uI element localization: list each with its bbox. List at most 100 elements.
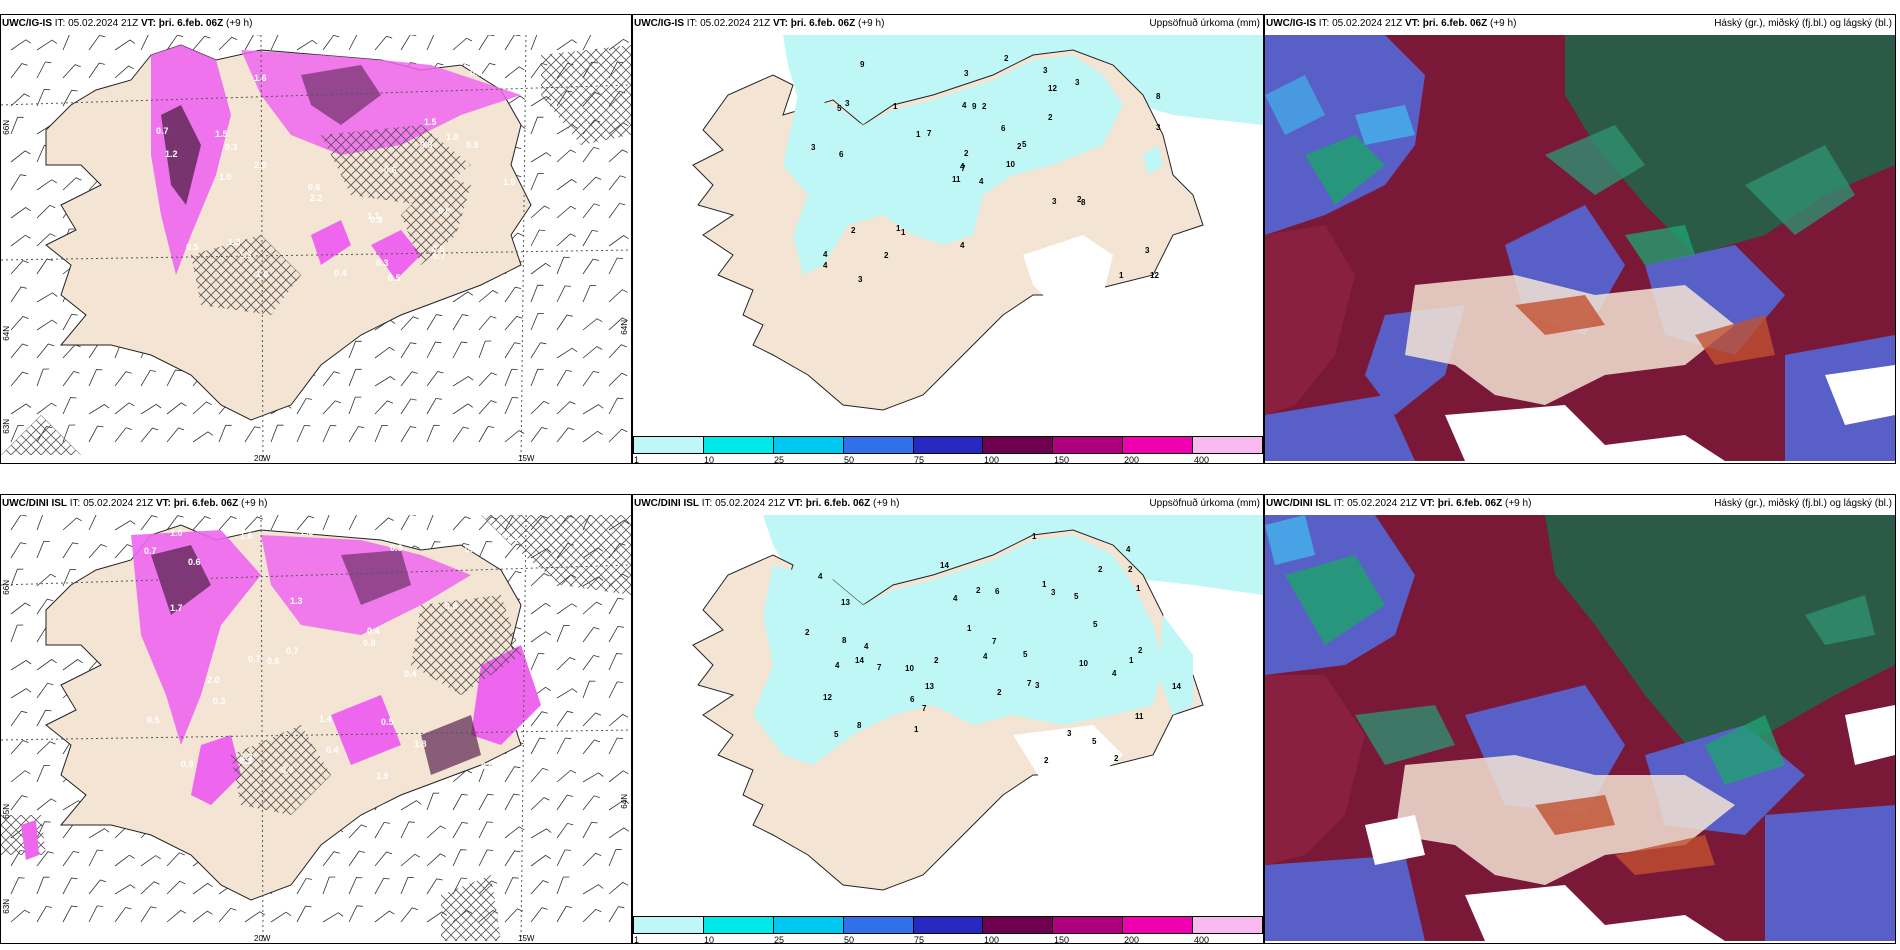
snow-depth-label: 1.0 — [446, 132, 459, 142]
precip-amount-label: 2 — [1098, 565, 1103, 574]
wind-barb — [426, 424, 440, 443]
wind-barb — [608, 597, 624, 615]
panel-header: UWC/IG-IS IT: 05.02.2024 21Z VT: þri. 6.… — [2, 18, 253, 29]
wind-barb — [88, 369, 103, 387]
colorbar-segment — [1053, 917, 1124, 933]
wind-barb — [374, 424, 388, 443]
wind-barb — [504, 315, 523, 331]
precip-amount-label: 2 — [1138, 646, 1143, 655]
precip-amount-label: 6 — [1001, 124, 1006, 133]
precip-amount-label: 4 — [962, 101, 967, 110]
wind-barb — [582, 852, 602, 867]
wind-barb — [530, 427, 548, 443]
colorbar-tick-label: 10 — [704, 935, 715, 945]
colorbar-tick-label: 50 — [844, 935, 855, 945]
snow-depth-label: 0.9 — [466, 140, 479, 150]
snow-depth-label: 0.8 — [420, 140, 433, 150]
wind-barb — [582, 772, 604, 783]
wind-barb — [608, 770, 629, 783]
wind-barb — [218, 36, 238, 51]
wind-barb — [426, 397, 442, 415]
wind-barb — [504, 368, 518, 387]
wind-barb — [608, 149, 628, 163]
snow-depth-label: 0.7 — [248, 654, 261, 664]
wind-barb — [530, 631, 551, 643]
panel-header: UWC/DINI ISL IT: 05.02.2024 21Z VT: þri.… — [634, 498, 900, 509]
colorbar-segment — [983, 437, 1054, 453]
wind-barb — [452, 849, 467, 867]
wind-barb — [88, 62, 105, 79]
wind-barb — [62, 177, 82, 191]
snow-depth-label: 0.5 — [381, 717, 394, 727]
wind-barb — [10, 286, 27, 303]
snow-depth-label: 0.5 — [432, 244, 445, 254]
wind-barb — [478, 315, 497, 331]
wind-barb — [296, 425, 311, 443]
wind-barb — [10, 877, 25, 895]
wind-barb — [582, 430, 603, 443]
wind-barb — [36, 798, 57, 811]
wind-barb — [582, 404, 604, 415]
wind-barb — [322, 515, 330, 531]
wind-barb — [582, 712, 602, 727]
wind-barb — [530, 737, 546, 755]
snow-depth-label: 1.2 — [165, 149, 178, 159]
wind-barb — [426, 515, 434, 531]
precip-colorbar-labels: 1 10 25 50 75 100 150 200 400 — [633, 455, 1263, 467]
precip-amount-label: 1 — [916, 130, 921, 139]
wind-barb — [582, 654, 600, 671]
wind-barb — [556, 347, 578, 359]
precip-amount-label: 13 — [841, 598, 850, 607]
wind-barb — [10, 93, 30, 107]
panel-title: Háský (gr.), miðský (fj.bl.) og lágský (… — [1714, 18, 1892, 29]
precip-amount-label: 5 — [834, 730, 839, 739]
wind-barb — [10, 234, 31, 247]
snow-depth-label: 0.6 — [267, 656, 280, 666]
precip-amount-label: 1 — [901, 228, 906, 237]
snow-depth-label: 0.5 — [281, 765, 294, 775]
wind-barb — [426, 341, 442, 359]
wind-barb — [296, 398, 313, 415]
colorbar-tick-label: 25 — [774, 455, 785, 465]
colorbar-tick-label: 200 — [1124, 455, 1140, 465]
precip-amount-label: 1 — [914, 725, 919, 734]
precip-amount-label: 3 — [1043, 66, 1048, 75]
wind-barb — [114, 39, 136, 51]
wind-barb — [608, 289, 628, 303]
wind-barb — [530, 205, 550, 219]
panel-title: Háský (gr.), miðský (fj.bl.) og lágský (… — [1714, 498, 1892, 509]
wind-barb — [452, 341, 468, 359]
precip-amount-label: 5 — [1093, 620, 1098, 629]
wind-barb — [36, 573, 57, 587]
wind-barb — [140, 515, 158, 531]
precip-amount-label: 4 — [979, 177, 984, 186]
wind-barb — [166, 880, 186, 895]
wind-barb — [374, 400, 394, 415]
precip-amount-label: 8 — [842, 636, 847, 645]
wind-barb — [88, 905, 104, 923]
snow-map: 0.5 1.9 2.3 1.8 1.6 0.6 0.7 0.9 2.5 1.3 0.5 0.4 0.7 1… — [1, 515, 631, 941]
wind-barb — [374, 821, 391, 839]
wind-barb — [166, 909, 187, 923]
wind-barb — [114, 65, 134, 79]
snow-depth-label: 1.5 — [424, 117, 437, 127]
wind-barb — [582, 346, 603, 359]
wind-barb — [192, 882, 213, 895]
precip-amount-label: 1 — [1119, 271, 1124, 280]
wind-barb — [608, 202, 626, 219]
precip-amount-label: 7 — [877, 663, 882, 672]
wind-barb — [348, 905, 363, 923]
wind-barb — [348, 824, 367, 839]
wind-barb — [556, 233, 576, 247]
wind-barb — [478, 340, 492, 359]
wind-barb — [62, 371, 80, 387]
wind-barb — [556, 603, 578, 615]
snow-depth-label: 1.3 — [228, 237, 241, 247]
wind-barb — [504, 342, 521, 359]
wind-barb — [582, 35, 598, 51]
wind-barb — [556, 657, 576, 671]
snow-depth-label: 1.5 — [215, 129, 228, 139]
wind-barb — [556, 876, 570, 895]
colorbar-segment — [913, 917, 984, 933]
wind-barb — [348, 396, 362, 415]
